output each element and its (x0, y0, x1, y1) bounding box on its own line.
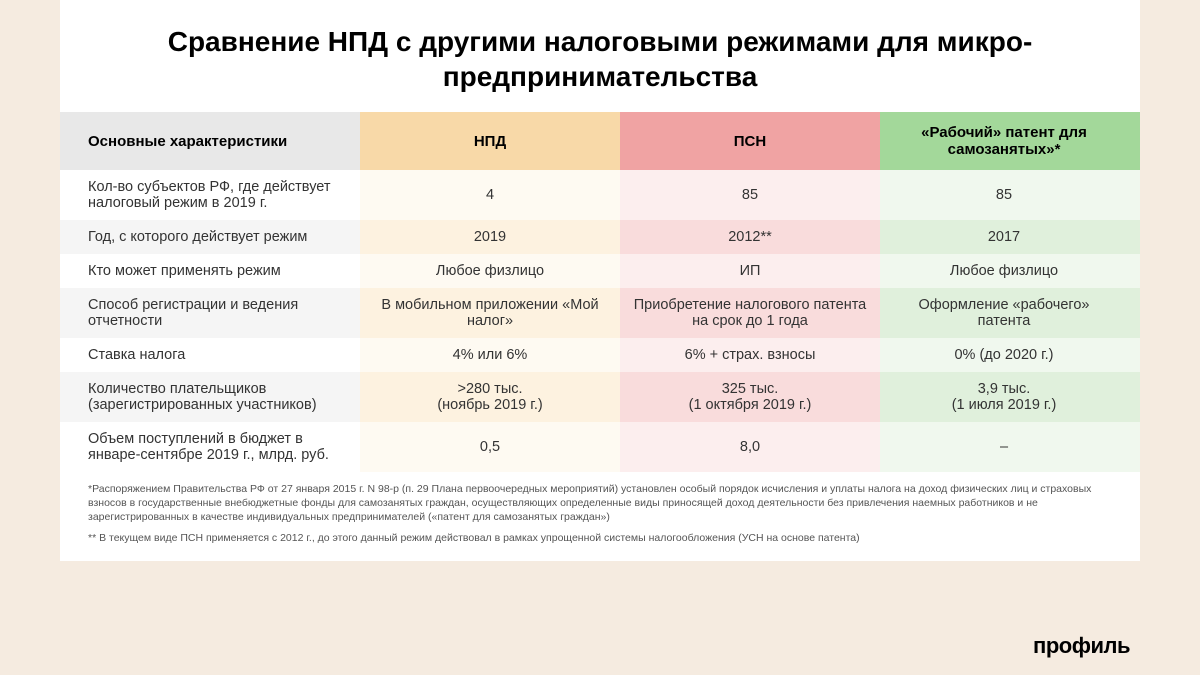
row-cell: В мобильном приложении «Мой налог» (360, 288, 620, 338)
footnote-2: ** В текущем виде ПСН применяется с 2012… (88, 531, 1112, 545)
header-label: Основные характеристики (60, 112, 360, 170)
row-label: Способ регистрации и ведения отчетности (60, 288, 360, 338)
row-label: Объем поступлений в бюджет в январе-сент… (60, 422, 360, 472)
row-cell: 2017 (880, 220, 1140, 254)
table-row: Год, с которого действует режим20192012*… (60, 220, 1140, 254)
card: Сравнение НПД с другими налоговыми режим… (60, 0, 1140, 561)
table-row: Количество плательщиков (зарегистрирован… (60, 372, 1140, 422)
table-row: Кол-во субъектов РФ, где действует налог… (60, 170, 1140, 220)
row-cell: Любое физлицо (880, 254, 1140, 288)
header-patent: «Рабочий» патент для самозанятых»* (880, 112, 1140, 170)
row-cell: 85 (880, 170, 1140, 220)
row-cell: 4 (360, 170, 620, 220)
table-body: Кол-во субъектов РФ, где действует налог… (60, 170, 1140, 472)
row-cell: 85 (620, 170, 880, 220)
header-npd: НПД (360, 112, 620, 170)
row-cell: Приобретение налогового патента на срок … (620, 288, 880, 338)
row-cell: Любое физлицо (360, 254, 620, 288)
table-row: Объем поступлений в бюджет в январе-сент… (60, 422, 1140, 472)
footnotes: *Распоряжением Правительства РФ от 27 ян… (60, 472, 1140, 545)
row-cell: 4% или 6% (360, 338, 620, 372)
row-label: Количество плательщиков (зарегистрирован… (60, 372, 360, 422)
footnote-1: *Распоряжением Правительства РФ от 27 ян… (88, 482, 1112, 525)
row-cell: 2019 (360, 220, 620, 254)
row-cell: 8,0 (620, 422, 880, 472)
page-title: Сравнение НПД с другими налоговыми режим… (60, 24, 1140, 112)
table-row: Кто может применять режимЛюбое физлицоИП… (60, 254, 1140, 288)
row-cell: Оформление «рабочего» патента (880, 288, 1140, 338)
row-cell: 0% (до 2020 г.) (880, 338, 1140, 372)
row-label: Год, с которого действует режим (60, 220, 360, 254)
table-row: Ставка налога4% или 6%6% + страх. взносы… (60, 338, 1140, 372)
row-cell: >280 тыс.(ноябрь 2019 г.) (360, 372, 620, 422)
row-cell: ИП (620, 254, 880, 288)
row-cell: 2012** (620, 220, 880, 254)
row-cell: 6% + страх. взносы (620, 338, 880, 372)
row-label: Ставка налога (60, 338, 360, 372)
row-cell: – (880, 422, 1140, 472)
row-label: Кол-во субъектов РФ, где действует налог… (60, 170, 360, 220)
row-cell: 0,5 (360, 422, 620, 472)
row-cell: 3,9 тыс.(1 июля 2019 г.) (880, 372, 1140, 422)
comparison-table: Основные характеристики НПД ПСН «Рабочий… (60, 112, 1140, 472)
row-cell: 325 тыс.(1 октября 2019 г.) (620, 372, 880, 422)
row-label: Кто может применять режим (60, 254, 360, 288)
table-row: Способ регистрации и ведения отчетностиВ… (60, 288, 1140, 338)
brand-logo: профиль (1033, 633, 1130, 659)
header-psn: ПСН (620, 112, 880, 170)
table-header-row: Основные характеристики НПД ПСН «Рабочий… (60, 112, 1140, 170)
